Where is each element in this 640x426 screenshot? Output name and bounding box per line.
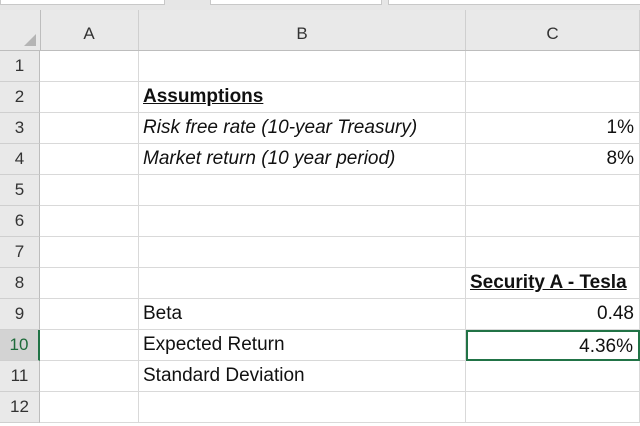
cell-a8[interactable]: [40, 268, 139, 299]
row-header-10[interactable]: 10: [0, 330, 40, 361]
formula-bar[interactable]: [388, 0, 640, 5]
cell-c12[interactable]: [466, 392, 640, 423]
cell-b10[interactable]: Expected Return: [139, 330, 466, 361]
select-all-icon: [24, 34, 36, 46]
cell-b2[interactable]: Assumptions: [139, 82, 466, 113]
cell-b3[interactable]: Risk free rate (10-year Treasury): [139, 113, 466, 144]
cell-b9[interactable]: Beta: [139, 299, 466, 330]
cell-c9[interactable]: 0.48: [466, 299, 640, 330]
row-header-9[interactable]: 9: [0, 299, 40, 330]
column-header-b[interactable]: B: [139, 10, 466, 50]
row-header-4[interactable]: 4: [0, 144, 40, 175]
cell-b6[interactable]: [139, 206, 466, 237]
select-all-button[interactable]: [0, 10, 41, 50]
cell-a1[interactable]: [40, 51, 139, 82]
row-header-7[interactable]: 7: [0, 237, 40, 268]
cell-c2[interactable]: [466, 82, 640, 113]
column-header-a[interactable]: A: [40, 10, 139, 50]
cell-c11[interactable]: [466, 361, 640, 392]
cell-b8[interactable]: [139, 268, 466, 299]
cell-c4[interactable]: 8%: [466, 144, 640, 175]
row-header-6[interactable]: 6: [0, 206, 40, 237]
cell-c3[interactable]: 1%: [466, 113, 640, 144]
row-header-12[interactable]: 12: [0, 392, 40, 423]
cell-a11[interactable]: [40, 361, 139, 392]
row-header-3[interactable]: 3: [0, 113, 40, 144]
column-header-row: A B C: [0, 10, 640, 51]
row-header-5[interactable]: 5: [0, 175, 40, 206]
cell-c8[interactable]: Security A - Tesla: [466, 268, 640, 299]
cell-b5[interactable]: [139, 175, 466, 206]
cell-a2[interactable]: [40, 82, 139, 113]
cell-a4[interactable]: [40, 144, 139, 175]
cell-b1[interactable]: [139, 51, 466, 82]
cell-a6[interactable]: [40, 206, 139, 237]
row-header-1[interactable]: 1: [0, 51, 40, 82]
toolbar-box: [0, 0, 165, 5]
row-header-11[interactable]: 11: [0, 361, 40, 392]
cell-a12[interactable]: [40, 392, 139, 423]
cell-b12[interactable]: [139, 392, 466, 423]
cell-b11[interactable]: Standard Deviation: [139, 361, 466, 392]
row-header-2[interactable]: 2: [0, 82, 40, 113]
cell-c6[interactable]: [466, 206, 640, 237]
row-header-8[interactable]: 8: [0, 268, 40, 299]
cell-a10[interactable]: [40, 330, 139, 361]
cell-b4[interactable]: Market return (10 year period): [139, 144, 466, 175]
cell-c5[interactable]: [466, 175, 640, 206]
toolbar-box: [210, 0, 382, 5]
cell-a5[interactable]: [40, 175, 139, 206]
cell-a3[interactable]: [40, 113, 139, 144]
column-header-c[interactable]: C: [466, 10, 640, 50]
cell-c10[interactable]: 4.36%: [466, 330, 640, 361]
cell-c1[interactable]: [466, 51, 640, 82]
cell-b7[interactable]: [139, 237, 466, 268]
cell-c7[interactable]: [466, 237, 640, 268]
cell-a9[interactable]: [40, 299, 139, 330]
cell-a7[interactable]: [40, 237, 139, 268]
